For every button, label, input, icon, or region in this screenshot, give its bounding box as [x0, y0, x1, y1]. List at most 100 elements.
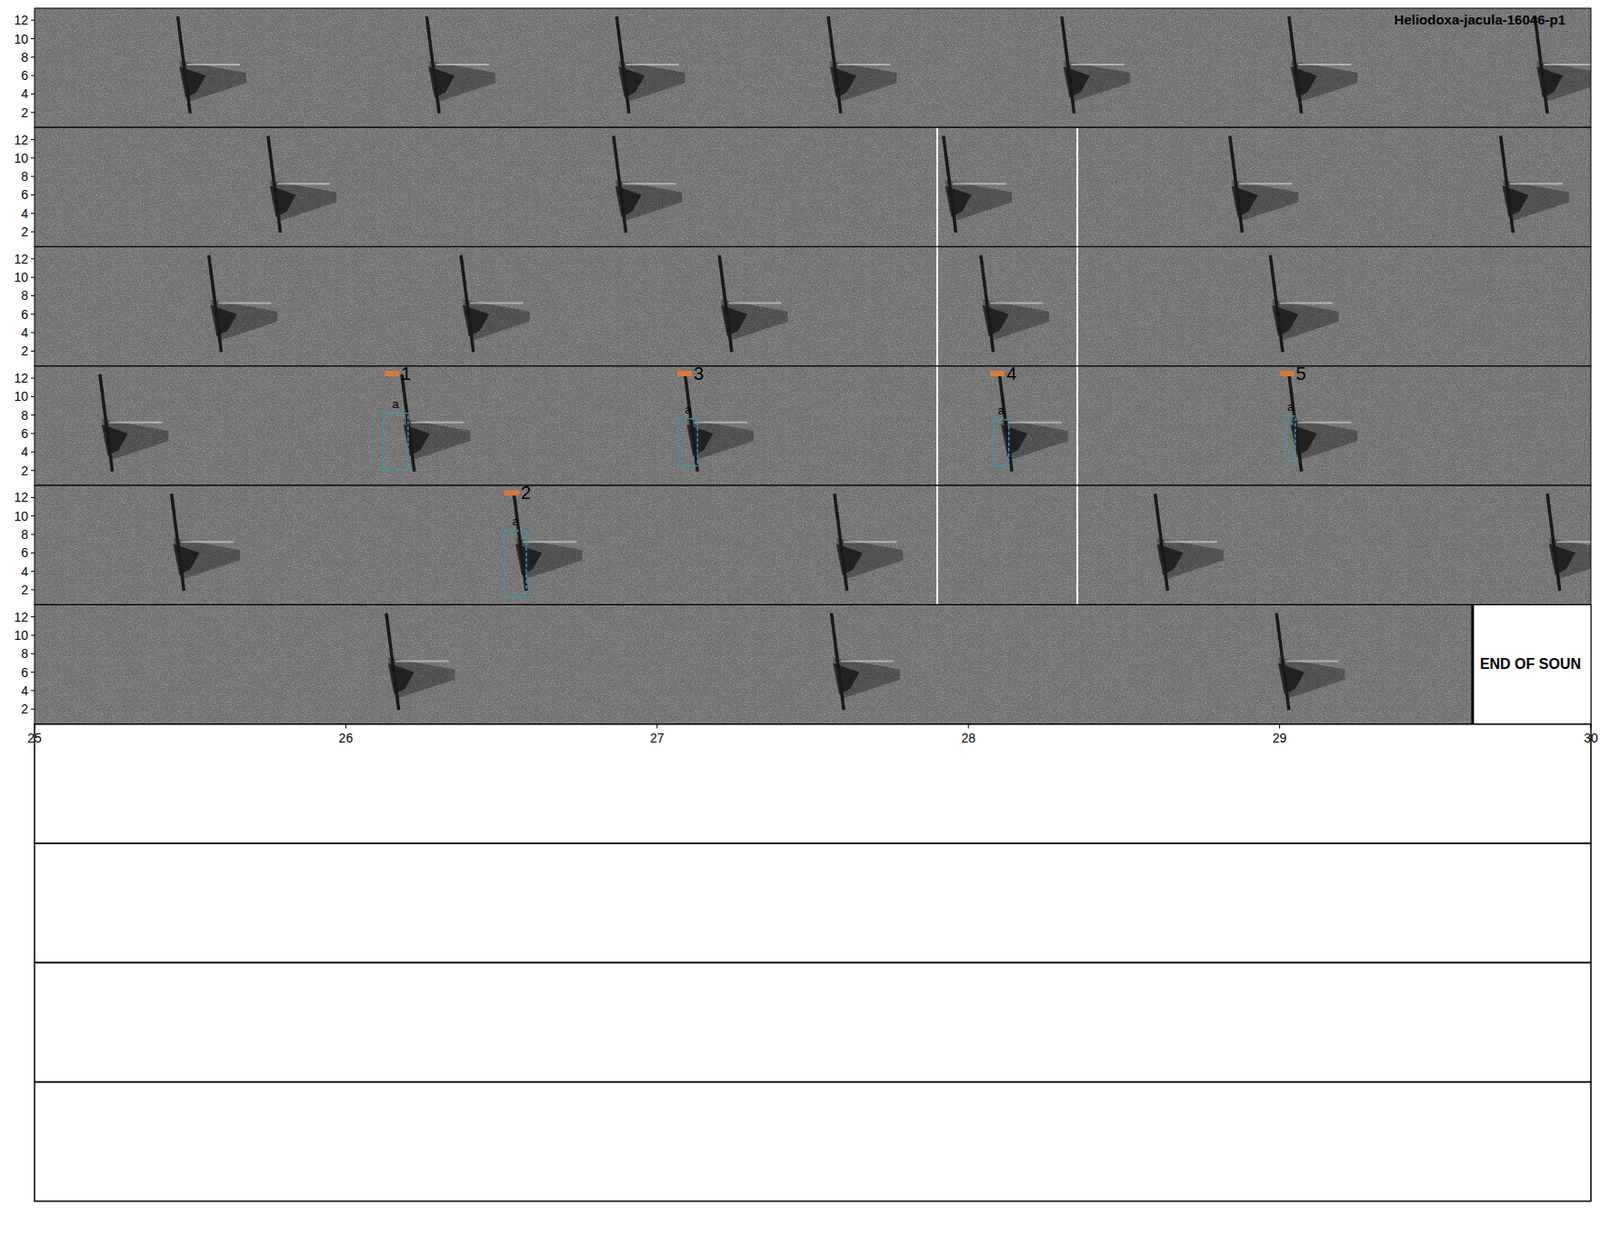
panel-noise [34, 366, 1591, 486]
annotation: 1a [382, 363, 411, 470]
x-tick [34, 724, 36, 730]
call-harmonic [395, 660, 449, 662]
y-tick-label: 8 [20, 169, 29, 184]
y-tick [30, 451, 35, 453]
blank-panel [34, 962, 1591, 1082]
calls [268, 127, 1570, 247]
panel-noise [34, 127, 1591, 247]
annotation-tag: a [1287, 400, 1295, 414]
annotation: 5a [1280, 363, 1307, 460]
annotation-label: 4 [1006, 363, 1017, 384]
y-tick [30, 56, 35, 58]
y-tick-label: 2 [20, 582, 29, 598]
call [1534, 16, 1591, 114]
y-tick [30, 332, 35, 334]
call-sweep [1155, 493, 1169, 591]
call [100, 374, 169, 472]
end-of-sound-frame [1472, 605, 1591, 725]
call-sweep [1230, 135, 1243, 233]
call-sweep [1270, 255, 1283, 353]
y-tick [30, 350, 35, 352]
y-tick-label: 10 [13, 150, 29, 166]
y-tick [30, 396, 35, 398]
panel-background [34, 605, 1591, 725]
row-panel: 24681012 [13, 127, 1591, 247]
y-tick-label: 4 [20, 86, 29, 101]
call-sweep [268, 135, 281, 233]
y-tick-label: 2 [20, 105, 29, 120]
call-harmonic [1164, 540, 1218, 543]
blank-panel [34, 843, 1591, 963]
call [386, 613, 455, 711]
spectrogram-chart: 246810122468101224681012246810121a3a4a5a… [0, 0, 1600, 1236]
y-tick-label: 8 [20, 288, 29, 303]
divider [1076, 127, 1079, 247]
y-tick [30, 497, 35, 499]
y-tick [30, 212, 35, 214]
y-tick [30, 295, 35, 297]
call-harmonic [1070, 63, 1124, 66]
annotation-tag: a [998, 403, 1006, 418]
y-tick-label: 4 [20, 206, 29, 221]
calls [209, 247, 1340, 367]
call-sweep [999, 374, 1012, 472]
call-sweep [828, 16, 841, 114]
row-panel: 24681012 [13, 247, 1591, 367]
y-tick-label: 10 [13, 628, 29, 643]
y-tick [30, 194, 35, 196]
call-sweep [1500, 135, 1514, 233]
x-tick [1590, 724, 1592, 730]
x-tick [968, 724, 970, 730]
y-tick-label: 12 [13, 12, 29, 28]
row-panel: 24681012 [13, 8, 1600, 128]
call [460, 255, 530, 353]
annotation-marker [990, 370, 1005, 377]
y-tick [30, 111, 35, 113]
annotation-box [679, 419, 699, 467]
call [513, 493, 582, 591]
y-tick [30, 277, 35, 279]
annotation-box [993, 420, 1010, 467]
call-sweep [834, 493, 848, 591]
y-tick [30, 470, 35, 471]
panel-frame [34, 605, 1591, 725]
call-harmonic [1510, 182, 1563, 185]
y-tick [30, 231, 35, 233]
row-panel: 24681012END OF SOUN [13, 605, 1591, 725]
annotation: 2a [504, 482, 531, 598]
call [980, 255, 1050, 353]
panel-background [34, 127, 1591, 247]
y-tick [30, 433, 35, 435]
call [1289, 16, 1358, 114]
y-tick [30, 616, 35, 618]
call-harmonic [218, 302, 271, 305]
call-harmonic [523, 540, 577, 543]
call-harmonic [109, 421, 162, 424]
call [1155, 493, 1224, 591]
y-tick [30, 75, 35, 77]
annotation-marker [1280, 370, 1295, 377]
call-harmonic [694, 421, 748, 424]
y-tick-label: 4 [20, 325, 29, 340]
call-sweep [100, 374, 113, 472]
call-harmonic [436, 63, 490, 66]
annotation-tag: a [392, 397, 400, 411]
y-tick-label: 12 [13, 370, 29, 386]
panel-noise [34, 605, 1591, 725]
call-harmonic [843, 540, 897, 543]
x-tick [345, 724, 347, 730]
annotation-box [504, 530, 527, 598]
y-tick [30, 570, 35, 572]
annotation-label: 5 [1296, 363, 1307, 384]
annotation: 4a [990, 363, 1017, 467]
y-tick [30, 258, 35, 260]
y-tick-label: 4 [20, 564, 29, 580]
y-tick-label: 12 [13, 251, 29, 267]
panel-frame [34, 8, 1591, 128]
y-tick [30, 93, 35, 95]
call [719, 255, 788, 353]
call [1061, 16, 1130, 114]
call-sweep [513, 493, 527, 591]
panel-background [34, 366, 1591, 486]
y-tick [30, 690, 35, 691]
